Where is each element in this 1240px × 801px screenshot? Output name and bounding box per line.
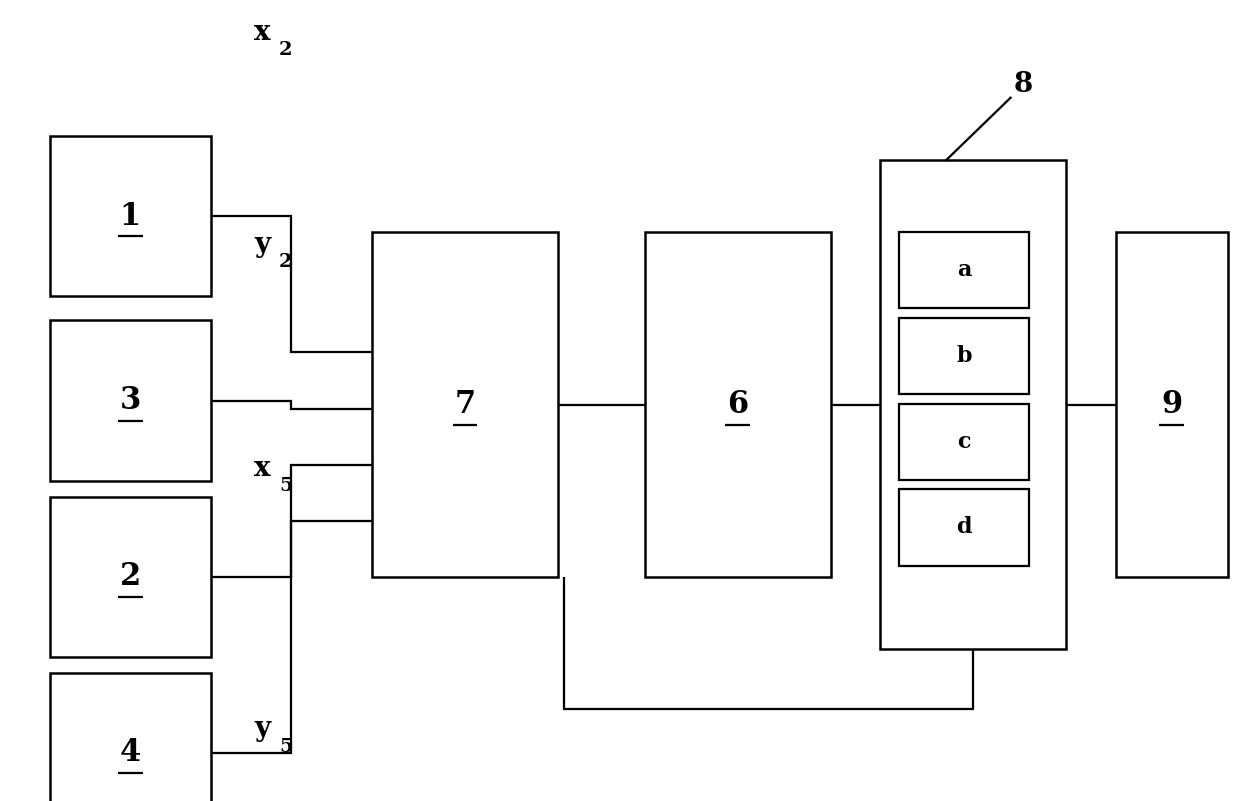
Text: y: y	[254, 715, 270, 743]
Text: 8: 8	[1013, 70, 1033, 98]
Text: 2: 2	[119, 562, 141, 592]
Text: 5: 5	[279, 738, 293, 755]
Text: d: d	[956, 517, 972, 538]
Bar	[899, 489, 1029, 566]
Text: 1: 1	[119, 201, 141, 231]
Text: x: x	[254, 18, 270, 46]
Text: b: b	[956, 345, 972, 367]
Text: 3: 3	[119, 385, 141, 416]
Bar	[50, 497, 211, 657]
Bar	[1116, 232, 1228, 577]
Bar	[899, 232, 1029, 308]
Text: 5: 5	[279, 477, 293, 495]
Text: 9: 9	[1161, 389, 1183, 420]
Text: c: c	[957, 431, 971, 453]
Text: a: a	[957, 260, 971, 281]
Text: x: x	[254, 455, 270, 482]
Bar	[372, 232, 558, 577]
Bar	[899, 404, 1029, 480]
Bar	[50, 673, 211, 801]
Bar	[50, 320, 211, 481]
Bar	[50, 136, 211, 296]
Text: y: y	[254, 231, 270, 258]
Text: 6: 6	[727, 389, 749, 420]
Text: 7: 7	[454, 389, 476, 420]
Bar	[880, 160, 1066, 649]
Text: 2: 2	[279, 253, 293, 271]
Bar	[899, 318, 1029, 394]
Text: 2: 2	[279, 41, 293, 58]
Text: 4: 4	[119, 738, 141, 768]
Bar	[645, 232, 831, 577]
